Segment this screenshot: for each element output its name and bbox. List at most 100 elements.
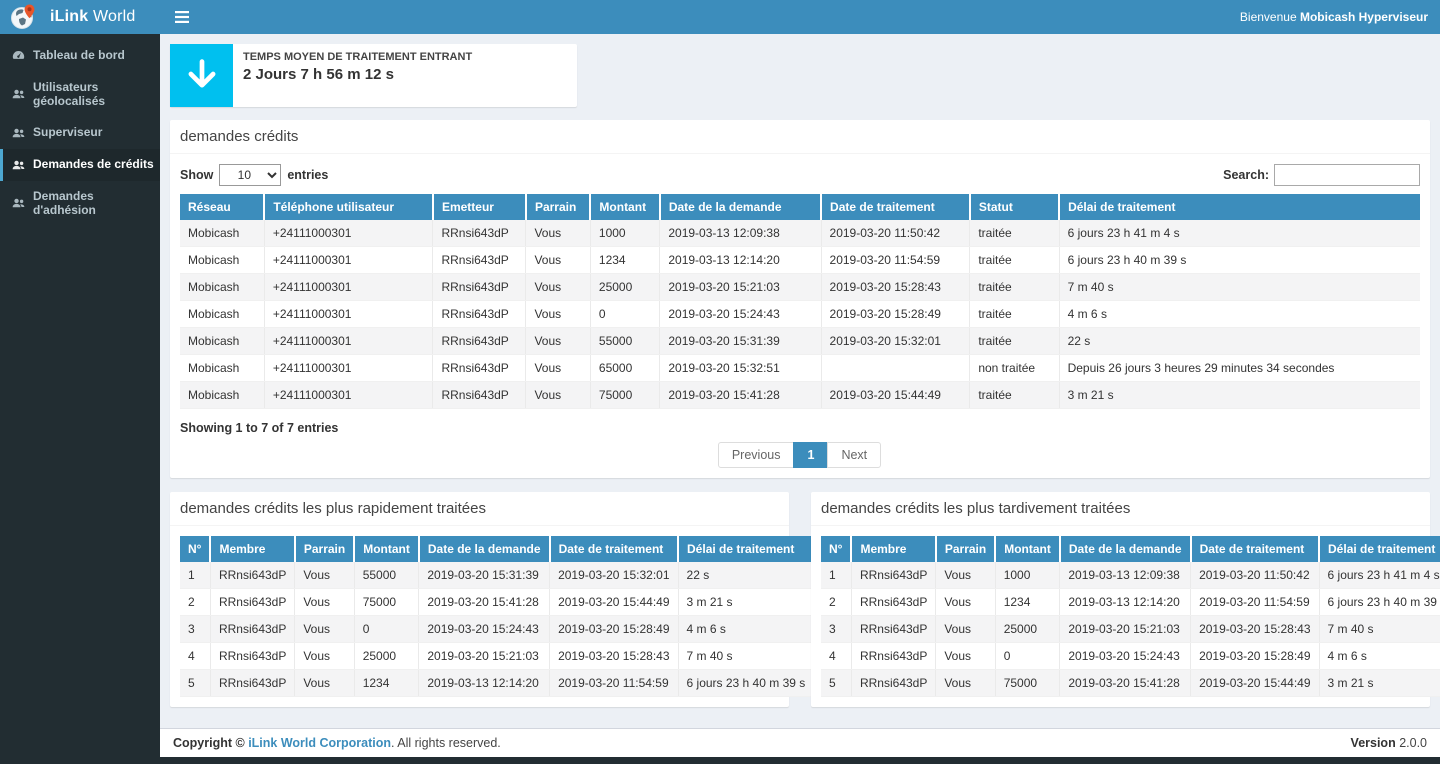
arrow-down-icon [186, 59, 218, 93]
stat-card-icon-box [170, 44, 233, 107]
credits-table-header-row: RéseauTéléphone utilisateurEmetteurParra… [180, 194, 1420, 220]
table-cell: Vous [526, 301, 590, 328]
column-header[interactable]: Montant [590, 194, 659, 220]
table-cell: 2019-03-20 15:28:43 [1191, 616, 1319, 643]
table-info-text: Showing 1 to 7 of 7 entries [180, 421, 1420, 435]
table-cell: 4 m 6 s [678, 616, 813, 643]
sidebar-item-3[interactable]: Demandes de crédits [0, 149, 160, 181]
column-header[interactable]: Réseau [180, 194, 264, 220]
table-cell: traitée [970, 382, 1059, 409]
table-cell: 5 [180, 670, 210, 697]
datatable-controls: Show 10 entries Search: [180, 164, 1420, 186]
table-cell: 1000 [590, 220, 659, 247]
panel-demandes-credits: demandes crédits Show 10 entries Search: [170, 120, 1430, 478]
table-cell: 2019-03-20 15:32:01 [550, 562, 678, 589]
table-cell: 65000 [590, 355, 659, 382]
column-header: Date de la demande [1060, 536, 1191, 562]
table-cell: Vous [526, 328, 590, 355]
table-cell: 2019-03-20 15:28:49 [550, 616, 678, 643]
table-cell: 1000 [995, 562, 1060, 589]
table-cell: Mobicash [180, 328, 264, 355]
table-cell: 1234 [995, 589, 1060, 616]
page-length-select[interactable]: 10 [219, 164, 281, 186]
sidebar-item-2[interactable]: Superviseur [0, 117, 160, 149]
table-cell: Vous [936, 562, 995, 589]
search-input[interactable] [1274, 164, 1420, 186]
table-cell: 6 jours 23 h 40 m 39 s [678, 670, 813, 697]
table-cell: Mobicash [180, 382, 264, 409]
table-cell: Mobicash [180, 301, 264, 328]
copyright-text: Copyright © iLink World Corporation. All… [173, 736, 501, 750]
table-cell: 0 [995, 643, 1060, 670]
table-cell: Vous [936, 616, 995, 643]
table-cell: 25000 [995, 616, 1060, 643]
table-cell: RRnsi643dP [210, 589, 294, 616]
column-header: Membre [851, 536, 935, 562]
page-footer: Copyright © iLink World Corporation. All… [160, 728, 1440, 757]
column-header[interactable]: Statut [970, 194, 1059, 220]
table-cell: 6 jours 23 h 41 m 4 s [1319, 562, 1440, 589]
column-header[interactable]: Parrain [526, 194, 590, 220]
users-icon [12, 127, 25, 140]
column-header[interactable]: Date de traitement [821, 194, 970, 220]
table-cell: 25000 [590, 274, 659, 301]
table-cell: 2019-03-20 15:24:43 [1060, 643, 1191, 670]
table-cell: Vous [936, 643, 995, 670]
table-cell: Vous [295, 562, 354, 589]
table-cell: 3 [821, 616, 851, 643]
table-cell: 2019-03-13 12:09:38 [660, 220, 821, 247]
table-cell [821, 355, 970, 382]
pagination-page-1-button[interactable]: 1 [793, 442, 828, 468]
table-row: 1RRnsi643dPVous550002019-03-20 15:31:392… [180, 562, 813, 589]
sidebar-item-label: Superviseur [33, 126, 102, 140]
search-label: Search: [1223, 168, 1269, 182]
table-row: 1RRnsi643dPVous10002019-03-13 12:09:3820… [821, 562, 1440, 589]
fastest-table-header-row: N°MembreParrainMontantDate de la demande… [180, 536, 813, 562]
table-row: 2RRnsi643dPVous750002019-03-20 15:41:282… [180, 589, 813, 616]
table-cell: 2019-03-20 15:21:03 [1060, 616, 1191, 643]
entries-label: entries [287, 168, 328, 182]
table-cell: +24111000301 [264, 328, 433, 355]
column-header: N° [821, 536, 851, 562]
table-cell: 2019-03-20 15:41:28 [1060, 670, 1191, 697]
table-cell: Vous [526, 247, 590, 274]
column-header: Date de traitement [1191, 536, 1319, 562]
table-cell: RRnsi643dP [433, 220, 526, 247]
column-header[interactable]: Emetteur [433, 194, 526, 220]
sidebar-menu: Tableau de bordUtilisateurs géolocalisés… [0, 34, 160, 227]
table-row: 5RRnsi643dPVous12342019-03-13 12:14:2020… [180, 670, 813, 697]
table-cell: Mobicash [180, 355, 264, 382]
sidebar-item-0[interactable]: Tableau de bord [0, 40, 160, 72]
table-cell: RRnsi643dP [433, 301, 526, 328]
table-cell: +24111000301 [264, 355, 433, 382]
pagination-previous-button[interactable]: Previous [718, 442, 795, 468]
column-header[interactable]: Téléphone utilisateur [264, 194, 433, 220]
panel-body: N°MembreParrainMontantDate de la demande… [170, 526, 789, 707]
table-cell: 2019-03-20 15:44:49 [1191, 670, 1319, 697]
stat-card-label: TEMPS MOYEN DE TRAITEMENT ENTRANT [243, 51, 472, 63]
app-window: iLink World Tableau de bordUtilisateurs … [0, 0, 1440, 764]
table-cell: 4 m 6 s [1319, 643, 1440, 670]
table-cell: 2019-03-20 15:24:43 [660, 301, 821, 328]
table-row: Mobicash+24111000301RRnsi643dPVous650002… [180, 355, 1420, 382]
sidebar-item-4[interactable]: Demandes d'adhésion [0, 181, 160, 227]
show-label: Show [180, 168, 213, 182]
table-cell: RRnsi643dP [210, 616, 294, 643]
table-cell: traitée [970, 247, 1059, 274]
company-link[interactable]: iLink World Corporation [248, 736, 391, 750]
hamburger-menu-button[interactable] [160, 0, 204, 34]
table-cell: Vous [295, 616, 354, 643]
column-header[interactable]: Délai de traitement [1059, 194, 1420, 220]
version-text: Version 2.0.0 [1351, 736, 1427, 750]
table-cell: 25000 [354, 643, 419, 670]
table-cell: RRnsi643dP [433, 274, 526, 301]
search-control: Search: [1223, 164, 1420, 186]
table-cell: 5 [821, 670, 851, 697]
users-icon [12, 197, 25, 210]
table-cell: RRnsi643dP [851, 643, 935, 670]
pagination-next-button[interactable]: Next [827, 442, 881, 468]
sidebar-item-1[interactable]: Utilisateurs géolocalisés [0, 72, 160, 118]
table-row: Mobicash+24111000301RRnsi643dPVous02019-… [180, 301, 1420, 328]
column-header[interactable]: Date de la demande [660, 194, 821, 220]
table-cell: traitée [970, 220, 1059, 247]
